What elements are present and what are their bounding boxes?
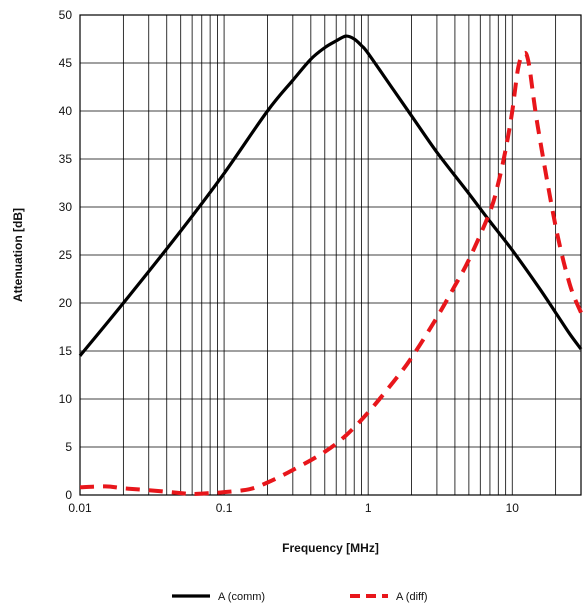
x-tick-label-3: 10 <box>506 501 520 515</box>
y-axis-title: Attenuation [dB] <box>11 208 25 302</box>
series-line-comm <box>78 34 583 357</box>
y-tick-label-5: 25 <box>59 248 73 262</box>
x-axis-ticks: 0.01 0.1 1 10 <box>68 501 519 515</box>
grid <box>79 14 582 496</box>
x-axis-title: Frequency [MHz] <box>282 541 379 555</box>
legend-label-diff: A (diff) <box>396 591 428 603</box>
legend: A (comm) A (diff) <box>172 591 428 603</box>
x-tick-label-0: 0.01 <box>68 501 92 515</box>
y-tick-label-7: 35 <box>59 152 73 166</box>
y-axis-ticks: 0 5 10 15 20 25 30 35 40 45 50 <box>59 8 73 502</box>
y-tick-label-2: 10 <box>59 392 73 406</box>
series-lines <box>78 34 583 496</box>
y-tick-label-6: 30 <box>59 200 73 214</box>
x-tick-label-2: 1 <box>365 501 372 515</box>
y-tick-label-8: 40 <box>59 104 73 118</box>
legend-label-comm: A (comm) <box>218 591 265 603</box>
y-tick-label-10: 50 <box>59 8 73 22</box>
y-tick-label-0: 0 <box>65 488 72 502</box>
plot-frame <box>79 14 582 496</box>
y-tick-label-1: 5 <box>65 440 72 454</box>
x-tick-label-1: 0.1 <box>216 501 233 515</box>
series-line-diff <box>79 50 583 496</box>
y-tick-label-9: 45 <box>59 56 73 70</box>
y-tick-label-4: 20 <box>59 296 73 310</box>
y-tick-label-3: 15 <box>59 344 73 358</box>
